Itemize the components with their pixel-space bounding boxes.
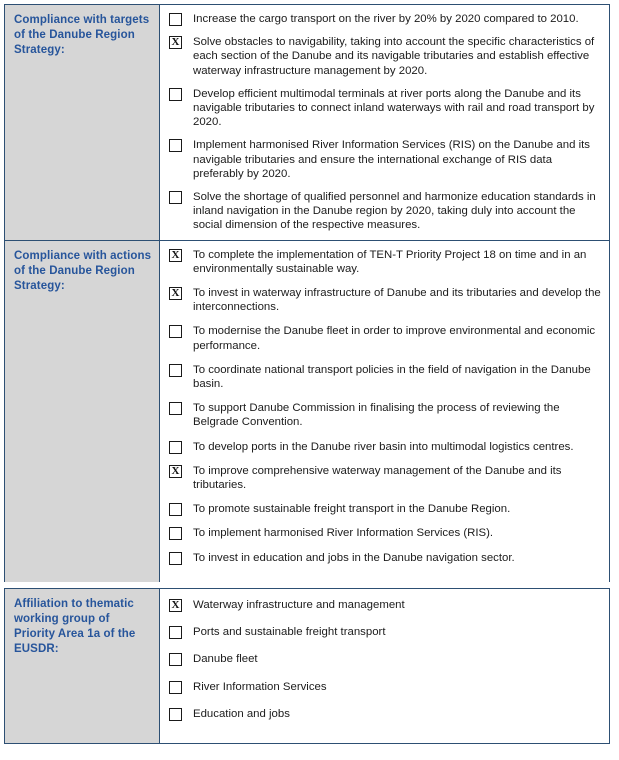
checkbox-label: To support Danube Commission in finalisi… — [193, 402, 560, 429]
checkbox-label: Develop efficient multimodal terminals a… — [193, 87, 595, 129]
checkbox-label: Implement harmonised River Information S… — [193, 139, 590, 180]
checkbox-row[interactable]: To promote sustainable freight transport… — [169, 502, 601, 517]
checkbox-unchecked-icon[interactable] — [169, 680, 182, 694]
checkbox-row[interactable]: To implement harmonised River Informatio… — [169, 526, 601, 541]
checkbox-label: To improve comprehensive waterway manage… — [193, 464, 562, 492]
checkbox-row[interactable]: To complete the implementation of TEN-T … — [169, 248, 601, 276]
checkbox-label: To promote sustainable freight transport… — [193, 503, 511, 516]
checkbox-row[interactable]: Increase the cargo transport on the rive… — [169, 12, 601, 26]
checkbox-unchecked-icon[interactable] — [169, 13, 182, 26]
checkbox-label: To invest in education and jobs in the D… — [193, 551, 515, 564]
checkbox-label: To develop ports in the Danube river bas… — [193, 440, 574, 453]
checkbox-unchecked-icon[interactable] — [169, 325, 182, 339]
checkbox-label: To modernise the Danube fleet in order t… — [193, 325, 596, 352]
checkbox-label: To complete the implementation of TEN-T … — [193, 248, 587, 275]
section-header-cell-targets: Compliance with targets of the Danube Re… — [5, 5, 160, 240]
checkbox-unchecked-icon[interactable] — [169, 139, 182, 153]
checkbox-unchecked-icon[interactable] — [169, 503, 182, 517]
checkbox-unchecked-icon[interactable] — [169, 707, 182, 721]
checkbox-label: Solve obstacles to navigability, taking … — [193, 36, 595, 77]
section-title-targets: Compliance with targets of the Danube Re… — [14, 14, 150, 56]
section-divider — [4, 581, 610, 588]
checkbox-checked-icon[interactable] — [169, 464, 182, 478]
checkbox-checked-icon[interactable] — [169, 36, 182, 50]
section-header-cell-affiliation: Affiliation to thematic working group of… — [5, 588, 160, 743]
checkbox-unchecked-icon[interactable] — [169, 527, 182, 541]
section-options-targets: Increase the cargo transport on the rive… — [160, 5, 609, 240]
checkbox-label: To implement harmonised River Informatio… — [193, 527, 494, 540]
checkbox-label: Waterway infrastructure and management — [193, 598, 405, 611]
checkbox-label: To invest in waterway infrastructure of … — [193, 287, 601, 314]
section-options-actions: To complete the implementation of TEN-T … — [160, 240, 609, 582]
checkbox-unchecked-icon[interactable] — [169, 87, 182, 101]
checkbox-label: Education and jobs — [193, 707, 290, 720]
section-header-cell-actions: Compliance with actions of the Danube Re… — [5, 240, 160, 582]
checkbox-row[interactable]: To modernise the Danube fleet in order t… — [169, 324, 601, 352]
checkbox-row[interactable]: Implement harmonised River Information S… — [169, 138, 601, 181]
section-compliance-targets: Compliance with targets of the Danube Re… — [4, 4, 610, 240]
checkbox-label: Danube fleet — [193, 653, 258, 666]
checkbox-checked-icon[interactable] — [169, 598, 182, 612]
checkbox-unchecked-icon[interactable] — [169, 191, 182, 205]
checkbox-unchecked-icon[interactable] — [169, 551, 182, 565]
section-compliance-actions: Compliance with actions of the Danube Re… — [4, 239, 610, 582]
checkbox-label: Ports and sustainable freight transport — [193, 626, 386, 639]
checkbox-row[interactable]: Danube fleet — [169, 652, 601, 667]
section-options-affiliation: Waterway infrastructure and management P… — [160, 588, 609, 743]
checkbox-row[interactable]: Solve obstacles to navigability, taking … — [169, 35, 601, 78]
checkbox-row[interactable]: To invest in waterway infrastructure of … — [169, 286, 601, 314]
checkbox-row[interactable]: To coordinate national transport policie… — [169, 363, 601, 391]
checkbox-unchecked-icon[interactable] — [169, 626, 182, 640]
checkbox-unchecked-icon[interactable] — [169, 363, 182, 377]
section-affiliation: Affiliation to thematic working group of… — [4, 587, 610, 744]
checkbox-row[interactable]: To support Danube Commission in finalisi… — [169, 401, 601, 429]
compliance-checklist-form: Compliance with targets of the Danube Re… — [4, 4, 610, 744]
checkbox-row[interactable]: Develop efficient multimodal terminals a… — [169, 87, 601, 130]
checkbox-label: To coordinate national transport policie… — [193, 363, 591, 391]
checkbox-checked-icon[interactable] — [169, 287, 182, 301]
checkbox-row[interactable]: To develop ports in the Danube river bas… — [169, 440, 601, 454]
checkbox-row[interactable]: Solve the shortage of qualified personne… — [169, 190, 601, 233]
checkbox-checked-icon[interactable] — [169, 248, 182, 262]
checkbox-row[interactable]: To invest in education and jobs in the D… — [169, 551, 601, 565]
section-title-affiliation: Affiliation to thematic working group of… — [14, 597, 136, 655]
checkbox-row[interactable]: Waterway infrastructure and management — [169, 598, 601, 612]
checkbox-label: Solve the shortage of qualified personne… — [193, 191, 596, 232]
checkbox-row[interactable]: Education and jobs — [169, 707, 601, 721]
checkbox-unchecked-icon[interactable] — [169, 440, 182, 454]
checkbox-row[interactable]: River Information Services — [169, 680, 601, 694]
checkbox-label: Increase the cargo transport on the rive… — [193, 13, 579, 25]
checkbox-row[interactable]: To improve comprehensive waterway manage… — [169, 464, 601, 492]
checkbox-label: River Information Services — [193, 680, 327, 693]
section-title-actions: Compliance with actions of the Danube Re… — [14, 249, 152, 292]
checkbox-unchecked-icon[interactable] — [169, 402, 182, 416]
checkbox-row[interactable]: Ports and sustainable freight transport — [169, 625, 601, 640]
checkbox-unchecked-icon[interactable] — [169, 653, 182, 667]
